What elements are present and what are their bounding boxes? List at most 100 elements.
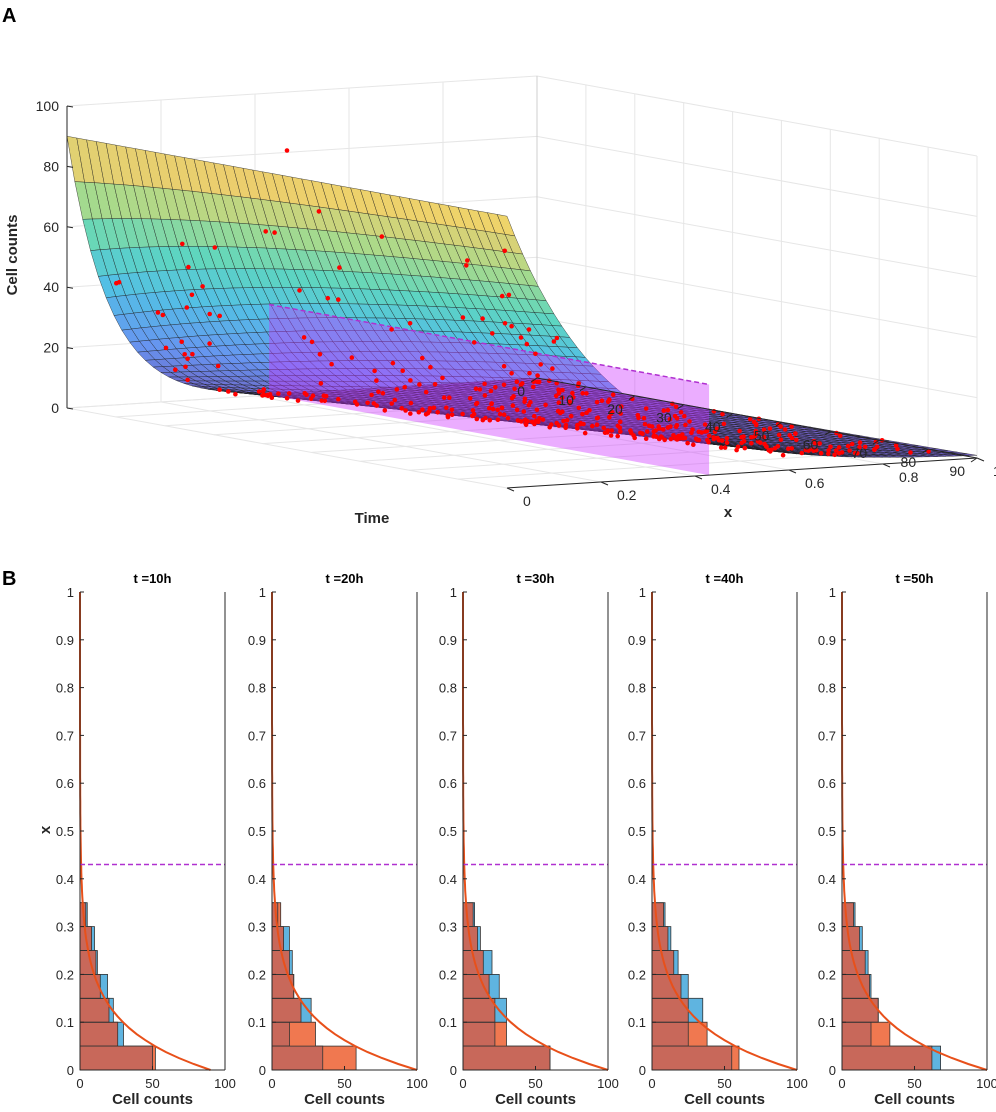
data-point <box>502 248 508 254</box>
histogram-bar-model <box>494 1022 507 1047</box>
histogram-bar-overlap <box>80 1046 153 1070</box>
histogram-bar-model <box>731 1046 739 1070</box>
data-point <box>325 295 331 301</box>
panel-title: t =40h <box>706 571 744 586</box>
data-point <box>645 429 650 434</box>
x-tick-label: 50 <box>528 1076 542 1091</box>
data-point <box>651 429 657 434</box>
data-point <box>382 408 388 413</box>
y-tick-label: 0.9 <box>439 633 457 648</box>
data-point <box>501 412 507 418</box>
data-point <box>787 433 792 438</box>
data-point <box>687 419 692 424</box>
x-tick-label: 100 <box>406 1076 428 1091</box>
y-tick-label: 0.9 <box>628 633 646 648</box>
time-tick-label: 90 <box>949 463 965 479</box>
data-point <box>173 367 178 373</box>
x-axis-label: Cell counts <box>112 1091 193 1108</box>
z-tick-label: 80 <box>43 158 59 174</box>
data-point <box>794 437 799 443</box>
data-point <box>599 398 605 404</box>
data-point <box>309 339 315 345</box>
data-point <box>551 339 557 344</box>
histogram-bar-data <box>667 926 671 951</box>
data-point <box>263 229 269 234</box>
data-point <box>447 395 452 401</box>
y-tick-label: 0.4 <box>439 872 457 887</box>
data-point <box>495 407 501 413</box>
y-tick-label: 0.9 <box>248 633 266 648</box>
data-point <box>336 297 341 302</box>
x-tick-label: 0.4 <box>711 481 731 497</box>
data-point <box>284 148 290 153</box>
data-point <box>609 428 615 433</box>
data-point <box>578 420 583 426</box>
data-point <box>449 412 455 418</box>
y-tick-label: 0.7 <box>439 728 457 743</box>
data-point <box>185 377 190 383</box>
data-point <box>691 442 696 448</box>
histogram-panel: 0 0.1 0.2 0.3 0.4 0.5 0.6 0.7 0.8 0.9 1 0 50 100 t =10… <box>56 571 236 1108</box>
x-tick-label: 100 <box>214 1076 236 1091</box>
data-point <box>518 335 524 340</box>
data-point <box>514 407 520 413</box>
y-tick-label: 0.9 <box>818 633 836 648</box>
data-point <box>460 411 465 417</box>
data-point <box>182 352 187 357</box>
data-point <box>501 382 507 388</box>
data-point <box>651 433 657 438</box>
histogram-panel: 0 0.1 0.2 0.3 0.4 0.5 0.6 0.7 0.8 0.9 1 0 50 100 t =50… <box>818 571 996 1108</box>
data-point <box>403 408 408 413</box>
z-tick-label: 60 <box>43 219 59 235</box>
data-point <box>610 392 616 398</box>
data-point <box>317 352 323 357</box>
data-point <box>527 370 532 376</box>
data-point <box>674 437 680 442</box>
data-point <box>207 311 212 317</box>
data-point <box>420 355 425 361</box>
panel-b-label: B <box>2 568 16 590</box>
data-point <box>163 345 169 351</box>
x-axis-label: x <box>724 504 733 521</box>
y-tick-label: 0.7 <box>248 728 266 743</box>
y-tick-label: 0.8 <box>439 681 457 696</box>
histogram-bar-overlap <box>80 1022 118 1047</box>
data-point <box>845 443 851 449</box>
data-point <box>674 416 680 421</box>
x-tick-label: 0.6 <box>805 475 825 491</box>
data-point <box>482 381 487 387</box>
data-point <box>473 386 479 392</box>
y-tick-label: 1 <box>829 585 836 600</box>
histogram-bar-overlap <box>842 974 870 999</box>
histogram-bar-overlap <box>272 998 301 1023</box>
y-tick-label: 0 <box>829 1063 836 1078</box>
data-point <box>297 288 302 293</box>
data-point <box>839 450 845 455</box>
histogram-bar-overlap <box>463 974 490 999</box>
data-point <box>435 410 441 415</box>
data-point <box>793 431 798 436</box>
data-point <box>512 386 517 392</box>
time-tick-label: 10 <box>558 392 574 408</box>
data-point <box>425 410 431 416</box>
data-point <box>379 234 385 239</box>
data-point <box>233 391 238 397</box>
data-point <box>483 415 488 421</box>
y-tick-label: 0.7 <box>56 728 74 743</box>
data-point <box>493 385 498 390</box>
data-point <box>389 327 394 332</box>
data-point <box>392 397 398 403</box>
time-tick-label: 0 <box>517 383 525 399</box>
histogram-bar-data <box>483 950 492 975</box>
data-point <box>394 387 400 392</box>
data-point <box>465 258 470 263</box>
y-tick-label: 0.8 <box>248 681 266 696</box>
data-point <box>665 425 671 430</box>
y-tick-label: 0.7 <box>628 728 646 743</box>
data-point <box>256 389 262 394</box>
data-point <box>678 410 684 415</box>
data-point <box>685 440 690 446</box>
data-point <box>521 409 527 414</box>
data-point <box>524 341 530 347</box>
x-tick-label: 50 <box>337 1076 351 1091</box>
